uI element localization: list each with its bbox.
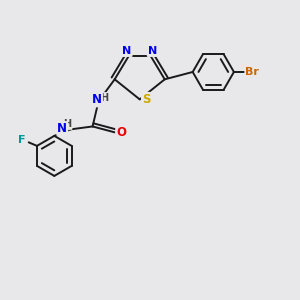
Text: H: H [100,93,108,103]
Text: O: O [116,126,126,139]
Text: F: F [19,135,26,145]
Text: H: H [64,119,72,129]
Text: N: N [148,46,157,56]
Text: S: S [142,93,150,106]
Text: N: N [92,93,102,106]
Text: N: N [57,122,67,135]
Text: N: N [122,46,132,56]
Text: Br: Br [245,67,259,77]
